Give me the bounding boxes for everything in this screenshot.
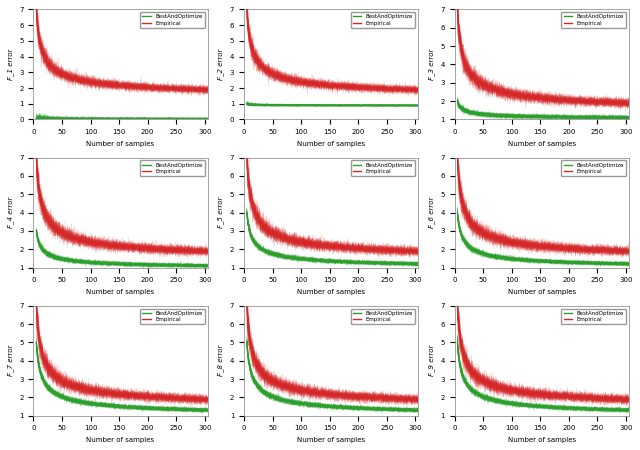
X-axis label: Number of samples: Number of samples — [86, 141, 155, 147]
X-axis label: Number of samples: Number of samples — [86, 289, 155, 295]
Legend: BestAndOptimize, Empirical: BestAndOptimize, Empirical — [351, 160, 415, 176]
Legend: BestAndOptimize, Empirical: BestAndOptimize, Empirical — [140, 160, 205, 176]
Y-axis label: F_4 error: F_4 error — [7, 197, 13, 228]
Legend: BestAndOptimize, Empirical: BestAndOptimize, Empirical — [351, 12, 415, 28]
Y-axis label: F_2 error: F_2 error — [218, 49, 224, 80]
Y-axis label: F_9 error: F_9 error — [428, 345, 435, 377]
X-axis label: Number of samples: Number of samples — [297, 141, 365, 147]
X-axis label: Number of samples: Number of samples — [86, 437, 155, 443]
Legend: BestAndOptimize, Empirical: BestAndOptimize, Empirical — [140, 309, 205, 324]
Legend: BestAndOptimize, Empirical: BestAndOptimize, Empirical — [140, 12, 205, 28]
X-axis label: Number of samples: Number of samples — [508, 437, 576, 443]
Y-axis label: F_5 error: F_5 error — [218, 197, 224, 228]
Y-axis label: F_6 error: F_6 error — [428, 197, 435, 228]
Legend: BestAndOptimize, Empirical: BestAndOptimize, Empirical — [561, 12, 626, 28]
Y-axis label: F_1 error: F_1 error — [7, 49, 13, 80]
Legend: BestAndOptimize, Empirical: BestAndOptimize, Empirical — [351, 309, 415, 324]
Y-axis label: F_8 error: F_8 error — [218, 345, 224, 377]
Legend: BestAndOptimize, Empirical: BestAndOptimize, Empirical — [561, 309, 626, 324]
X-axis label: Number of samples: Number of samples — [508, 289, 576, 295]
X-axis label: Number of samples: Number of samples — [508, 141, 576, 147]
X-axis label: Number of samples: Number of samples — [297, 289, 365, 295]
Legend: BestAndOptimize, Empirical: BestAndOptimize, Empirical — [561, 160, 626, 176]
Y-axis label: F_7 error: F_7 error — [7, 345, 13, 377]
X-axis label: Number of samples: Number of samples — [297, 437, 365, 443]
Y-axis label: F_3 error: F_3 error — [428, 49, 435, 80]
